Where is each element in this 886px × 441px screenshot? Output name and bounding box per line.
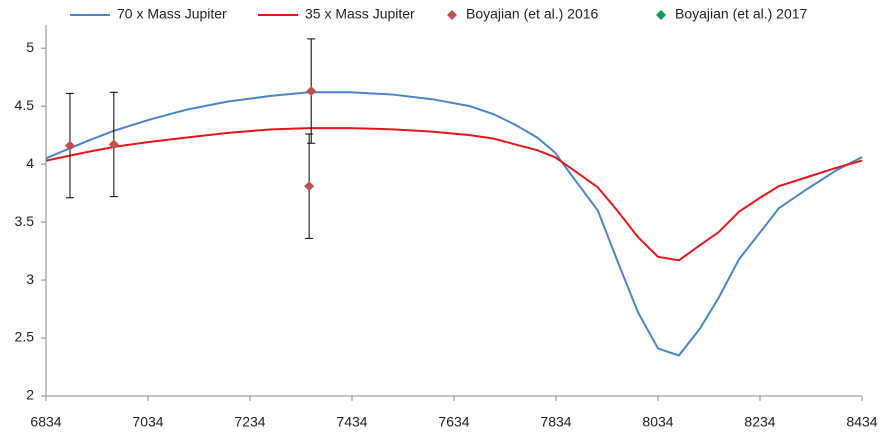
y-tick-label: 4.5 [15, 97, 35, 113]
legend-swatch [656, 10, 666, 20]
y-tick-label: 2 [26, 387, 34, 403]
legend-swatch [447, 10, 457, 20]
y-tick-label: 2.5 [15, 329, 35, 345]
y-tick-label: 4 [26, 155, 34, 171]
series-line [45, 91, 863, 357]
x-tick-label: 7434 [336, 414, 367, 430]
x-tick-label: 7634 [438, 414, 469, 430]
legend-label: 70 x Mass Jupiter [117, 6, 227, 22]
x-tick-label: 7234 [234, 414, 265, 430]
series-line [45, 127, 863, 262]
y-tick-label: 5 [26, 39, 34, 55]
x-tick-label: 8234 [744, 414, 775, 430]
legend-label: 35 x Mass Jupiter [305, 6, 415, 22]
x-tick-label: 8034 [642, 414, 673, 430]
x-tick-label: 6834 [30, 414, 61, 430]
y-tick-label: 3.5 [15, 213, 35, 229]
y-tick-label: 3 [26, 271, 34, 287]
data-point [306, 86, 317, 97]
x-tick-label: 7034 [132, 414, 163, 430]
x-tick-label: 8434 [846, 414, 877, 430]
data-point [64, 140, 75, 151]
legend-label: Boyajian (et al.) 2017 [675, 6, 808, 22]
legend-label: Boyajian (et al.) 2016 [466, 6, 599, 22]
x-tick-label: 7834 [540, 414, 571, 430]
data-point [304, 181, 315, 192]
data-point [108, 139, 119, 150]
